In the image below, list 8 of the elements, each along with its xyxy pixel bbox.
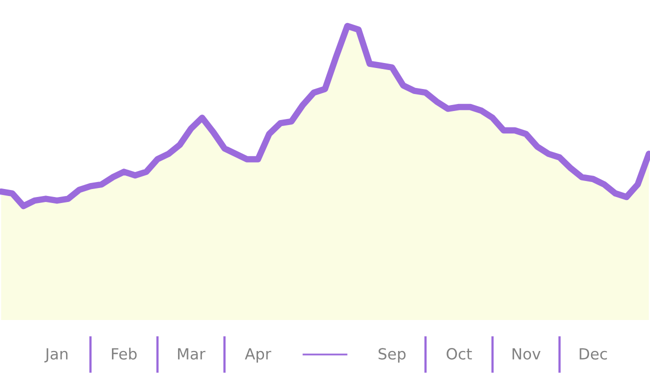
x-tick-label: Mar xyxy=(178,348,206,360)
x-tick-label: Jan xyxy=(44,348,68,362)
x-tick-label: Apr xyxy=(244,348,272,363)
x-tick-label: Feb xyxy=(112,348,137,360)
x-tick-label: Nov xyxy=(512,348,540,360)
x-tick-label: Sep xyxy=(378,348,406,363)
x-tick-label: Dec xyxy=(580,348,607,360)
x-tick-label: Oct xyxy=(446,348,472,360)
